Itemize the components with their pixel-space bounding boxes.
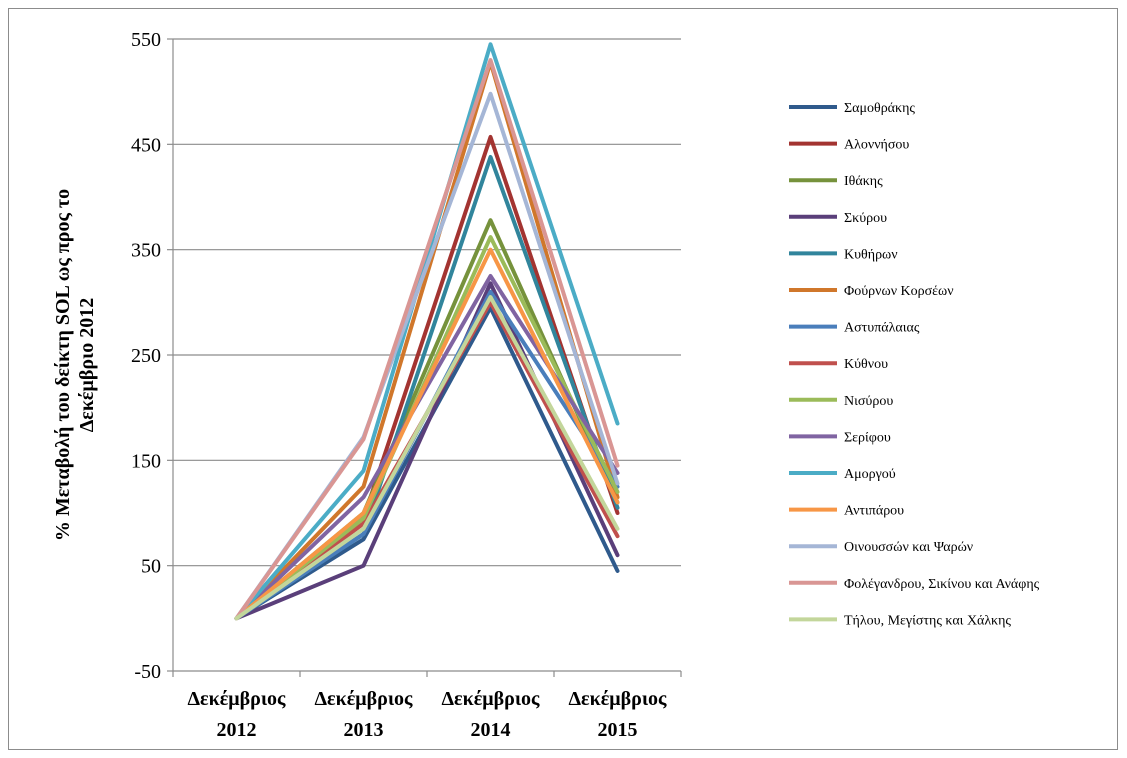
y-tick-label: -50 xyxy=(134,661,161,683)
series-line-14 xyxy=(234,58,620,621)
y-tick-label: 350 xyxy=(131,240,161,262)
legend-label: Κυθήρων xyxy=(844,247,898,262)
legend-item: Αμοργού xyxy=(789,467,896,482)
legend-label: Τήλου, Μεγίστης και Χάλκης xyxy=(844,613,1011,628)
series-lines xyxy=(234,42,620,621)
legend-item: Οινουσσών και Ψαρών xyxy=(789,540,973,555)
legend-label: Οινουσσών και Ψαρών xyxy=(844,540,973,555)
legend-item: Φολέγανδρου, Σικίνου και Ανάφης xyxy=(789,577,1040,592)
x-tick-label: Δεκέμβριος 2015 xyxy=(569,688,668,741)
legend-item: Αστυπάλαιας xyxy=(789,321,920,336)
y-tick-label: 50 xyxy=(141,556,161,578)
legend-label: Σαμοθράκης xyxy=(844,101,915,116)
legend-item: Κυθήρων xyxy=(789,247,898,262)
x-tick-label: Δεκέμβριος 2013 xyxy=(315,688,414,741)
legend-item: Αλοννήσου xyxy=(789,138,909,153)
legend-label: Κύθνου xyxy=(844,357,888,372)
legend-item: Σκύρου xyxy=(789,211,887,226)
legend-item: Ιθάκης xyxy=(789,174,883,189)
legend-label: Αντιπάρου xyxy=(844,504,904,519)
y-tick-labels: -50 50 150 250 350 450 550 xyxy=(131,29,161,683)
x-tick-labels: Δεκέμβριος 2012 Δεκέμβριος 2013 Δεκέμβριος 20… xyxy=(188,688,668,741)
legend: Σαμοθράκης Αλοννήσου Ιθάκης Σκύρου Κυθήρων Φο… xyxy=(789,101,1040,628)
y-tick-label: 450 xyxy=(131,134,161,156)
y-axis-label: % Μεταβολή του δείκτη SOL ως προς το Δεκέ… xyxy=(52,189,98,541)
y-tick-label: 150 xyxy=(131,450,161,472)
legend-item: Τήλου, Μεγίστης και Χάλκης xyxy=(789,613,1011,628)
legend-item: Σερίφου xyxy=(789,430,891,445)
legend-label: Φολέγανδρου, Σικίνου και Ανάφης xyxy=(844,577,1040,592)
series-line-11 xyxy=(234,42,620,621)
legend-label: Φούρνων Κορσέων xyxy=(844,284,954,299)
chart-area: -50 50 150 250 350 450 550 Δεκέμβριος 2012 Δεκέμ… xyxy=(8,8,1118,750)
y-tick-label: 550 xyxy=(131,29,161,51)
legend-label: Αμοργού xyxy=(844,467,896,482)
legend-item: Νισύρου xyxy=(789,394,893,409)
legend-label: Σερίφου xyxy=(844,430,891,445)
series-line-6 xyxy=(234,60,620,621)
legend-item: Αντιπάρου xyxy=(789,504,904,519)
y-tick-label: 250 xyxy=(131,345,161,367)
legend-item: Κύθνου xyxy=(789,357,888,372)
legend-label: Νισύρου xyxy=(844,394,893,409)
legend-item: Σαμοθράκης xyxy=(789,101,915,116)
legend-label: Αστυπάλαιας xyxy=(844,321,920,336)
legend-label: Αλοννήσου xyxy=(844,138,909,153)
series-line-15 xyxy=(234,295,620,621)
series-line-12 xyxy=(234,247,620,621)
axes xyxy=(167,38,682,677)
legend-item: Φούρνων Κορσέων xyxy=(789,284,954,299)
legend-label: Ιθάκης xyxy=(844,174,883,189)
x-tick-label: Δεκέμβριος 2014 xyxy=(442,688,541,741)
x-tick-label: Δεκέμβριος 2012 xyxy=(188,688,287,741)
legend-label: Σκύρου xyxy=(844,211,887,226)
gridlines xyxy=(173,38,681,672)
